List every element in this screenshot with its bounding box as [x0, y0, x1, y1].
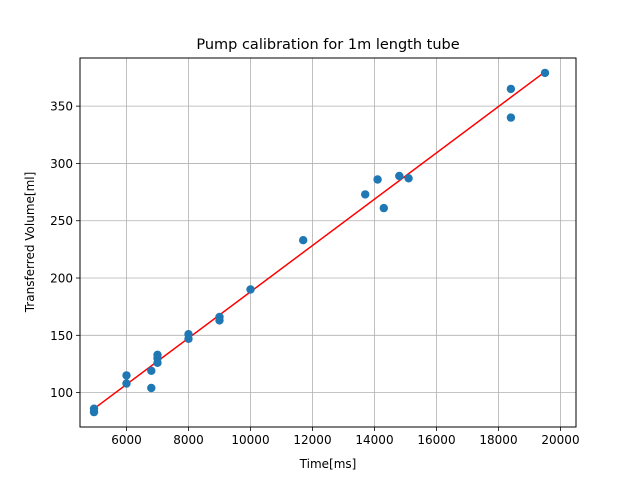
y-tick-label: 150 — [50, 329, 73, 343]
plot-marks — [89, 68, 550, 417]
y-tick-label: 100 — [50, 386, 73, 400]
fit-line — [93, 71, 546, 410]
data-point — [404, 174, 413, 183]
x-tick-label: 14000 — [355, 433, 393, 447]
y-tick-label: 300 — [50, 157, 73, 171]
data-point — [153, 358, 162, 367]
data-point — [395, 171, 404, 181]
x-tick-label: 8000 — [173, 433, 204, 447]
data-point — [506, 84, 516, 94]
y-tick-label: 350 — [50, 100, 73, 114]
x-tick-label: 10000 — [231, 433, 269, 447]
x-tick-label: 18000 — [479, 433, 517, 447]
x-tick-label: 6000 — [111, 433, 142, 447]
data-point — [540, 68, 550, 78]
data-point — [373, 175, 382, 184]
x-tick-label: 16000 — [417, 433, 455, 447]
data-point — [184, 334, 193, 343]
x-tick-label: 20000 — [541, 433, 579, 447]
x-tick-label: 12000 — [293, 433, 331, 447]
data-point — [147, 366, 156, 375]
grid-lines — [80, 58, 576, 427]
axis-ticks: 6000 8000 10000 12000 14000 16000 18000 20000 10… — [50, 100, 580, 447]
data-point — [89, 407, 99, 417]
data-point — [215, 316, 224, 325]
x-axis-label: Time[ms] — [299, 457, 357, 471]
y-tick-label: 200 — [50, 272, 73, 286]
chart-title: Pump calibration for 1m length tube — [196, 37, 459, 53]
data-point — [361, 190, 370, 199]
data-point — [379, 203, 388, 213]
data-point — [246, 285, 255, 294]
data-point — [147, 383, 156, 393]
data-point — [299, 236, 308, 245]
y-axis-label: Transferred Volume[ml] — [23, 172, 37, 314]
data-point — [506, 113, 516, 122]
data-point — [122, 379, 131, 388]
data-point — [122, 371, 131, 380]
y-tick-label: 250 — [50, 214, 73, 228]
axes-frame — [79, 57, 577, 428]
